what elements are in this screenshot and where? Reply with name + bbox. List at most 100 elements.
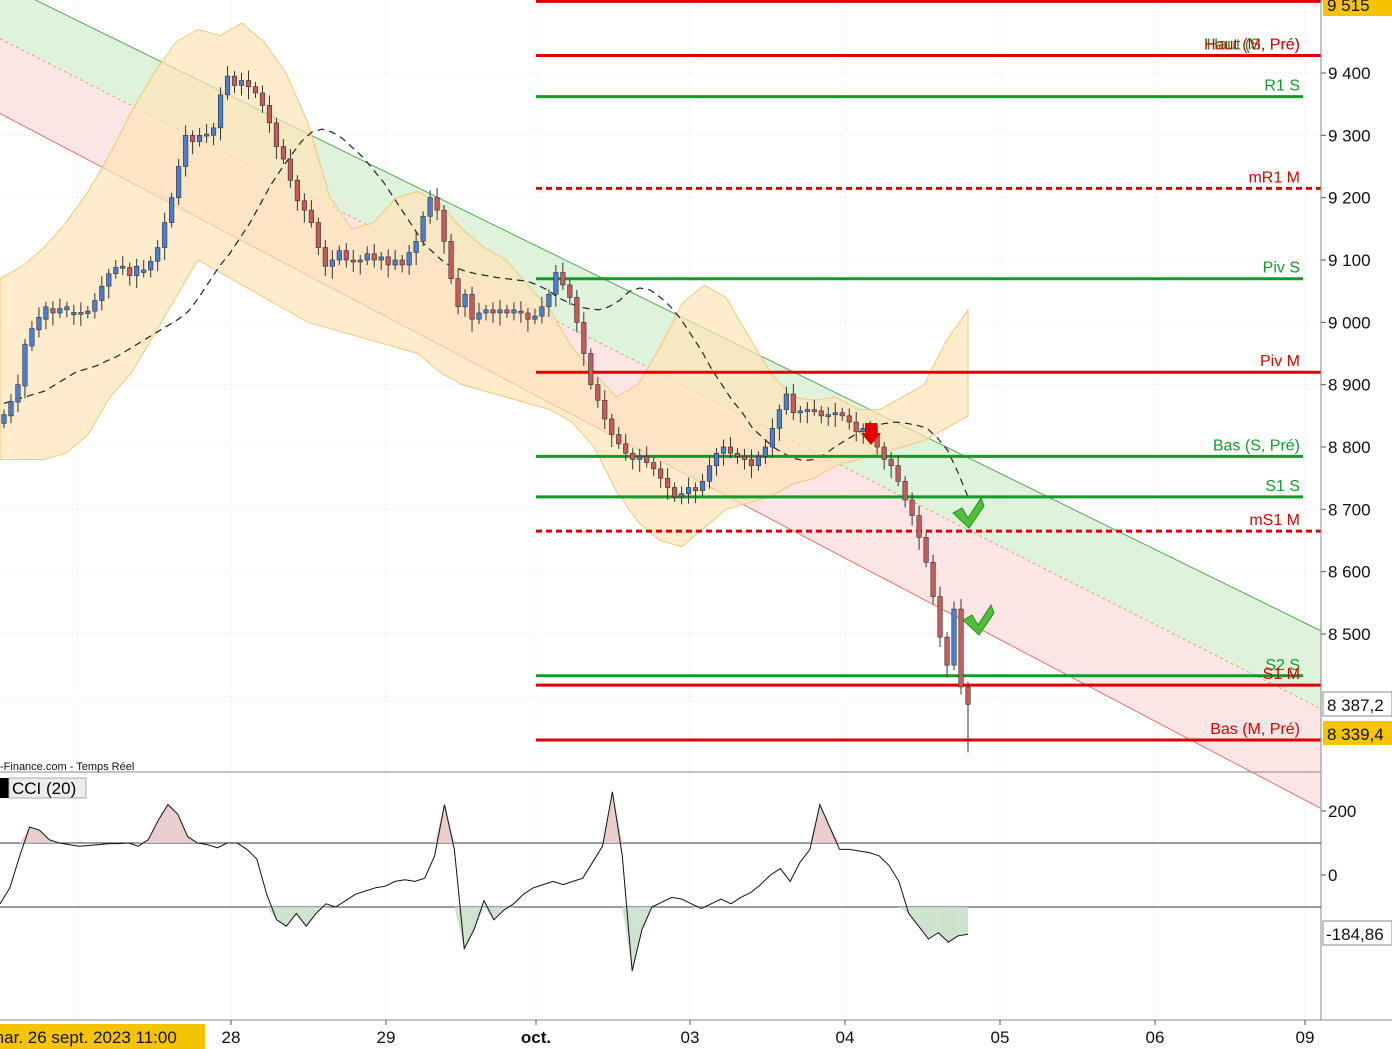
candle-body <box>385 256 391 266</box>
candle-body <box>371 253 377 261</box>
cursor-date-label: mar. 26 sept. 2023 11:00 <box>0 1024 205 1049</box>
svg-text:8 339,4: 8 339,4 <box>1327 725 1384 744</box>
x-tick-label: 03 <box>681 1028 700 1047</box>
candle-body <box>930 562 936 597</box>
cci-tick-label: 0 <box>1328 866 1337 885</box>
candle-body <box>329 259 335 267</box>
candle-body <box>574 297 580 323</box>
candle-body <box>748 459 755 467</box>
candle-body <box>169 197 175 223</box>
level-label: S1 S <box>1265 478 1300 495</box>
cci-oversold-fill <box>493 907 504 920</box>
cci-oversold-fill <box>622 907 633 971</box>
cci-oversold-fill <box>474 907 484 930</box>
candle-body <box>364 253 370 261</box>
cci-overbought-fill <box>39 830 50 843</box>
candle-body <box>706 465 713 482</box>
candle-body <box>511 309 517 314</box>
candle-body <box>483 309 489 314</box>
candle-body <box>630 452 636 460</box>
y-tick-label: 9 200 <box>1328 189 1371 208</box>
candle-body <box>567 284 573 298</box>
candle-body <box>679 493 685 498</box>
candle-body <box>252 86 259 94</box>
moving-average-line <box>3 128 969 498</box>
cci-overbought-fill <box>819 804 830 843</box>
price-axis <box>0 0 1392 1021</box>
candle-body <box>665 477 671 488</box>
candle-body <box>895 465 901 482</box>
cci-overbought-fill <box>167 804 178 843</box>
candle-body <box>755 456 762 467</box>
price-tag-low: 8 339,4 <box>1323 721 1392 745</box>
candle-body <box>204 133 210 137</box>
candle-body <box>469 293 475 320</box>
candle-body <box>525 312 531 320</box>
candle-body <box>951 608 957 666</box>
candle-body <box>797 410 803 414</box>
candle-body <box>273 122 280 147</box>
candle-body <box>148 260 154 271</box>
source-label: -Finance.com - Temps Réel <box>0 761 134 773</box>
candle-body <box>518 310 524 314</box>
candle-body <box>434 197 440 211</box>
candle-body <box>769 427 775 448</box>
candle-body <box>455 278 461 308</box>
candle-body <box>651 462 657 470</box>
candle-body <box>825 414 831 417</box>
candle-body <box>916 515 922 538</box>
candle-body <box>406 252 412 266</box>
candle-body <box>322 247 328 267</box>
y-tick-label: 8 600 <box>1328 563 1371 582</box>
candle-body <box>616 434 622 445</box>
candle-body <box>71 312 77 316</box>
candle-body <box>686 487 692 495</box>
level-label: R1 S <box>1264 78 1300 95</box>
candle-body <box>658 468 664 479</box>
candle-body <box>357 259 363 263</box>
cci-line <box>0 791 969 972</box>
candle-body <box>692 487 699 491</box>
y-tick-label: 8 800 <box>1328 438 1371 457</box>
candle-body <box>127 267 133 276</box>
candle-body <box>162 222 168 248</box>
candle-body <box>804 409 810 412</box>
cci-oversold-fill <box>918 907 929 939</box>
candle-body <box>909 499 915 516</box>
cci-overbought-fill <box>434 804 445 843</box>
candle-body <box>106 273 112 287</box>
x-tick-label: 09 <box>1296 1028 1315 1047</box>
svg-text:mar. 26 sept. 2023 11:00: mar. 26 sept. 2023 11:00 <box>0 1028 177 1047</box>
candle-body <box>197 135 203 142</box>
cci-overbought-fill <box>177 814 188 843</box>
candle-body <box>923 537 929 563</box>
candle-body <box>672 487 678 498</box>
candle-body <box>350 259 356 263</box>
candle-body <box>301 200 307 211</box>
candle-body <box>581 322 587 354</box>
cci-overbought-fill <box>444 804 455 843</box>
level-label: mS1 M <box>1249 512 1300 529</box>
candle-body <box>190 135 196 142</box>
candle-body <box>902 480 908 501</box>
candle-body <box>560 272 566 286</box>
candle-body <box>29 328 35 347</box>
y-tick-label: 8 700 <box>1328 500 1371 519</box>
candle-body <box>120 265 126 269</box>
date-axis: 28 29 oct. 03 04 05 06 09 <box>222 1020 1315 1047</box>
candle-body <box>85 310 91 314</box>
y-tick-label: 9 000 <box>1328 313 1371 332</box>
candle-body <box>141 269 147 273</box>
candle-body <box>546 293 552 308</box>
cci-oversold-fill <box>948 907 959 943</box>
candle-body <box>36 317 42 331</box>
level-label: S2 S <box>1265 657 1300 674</box>
candle-body <box>113 267 119 275</box>
candle-body <box>308 209 314 223</box>
candle-body <box>1 414 7 424</box>
candle-body <box>413 241 419 253</box>
candle-body <box>839 412 845 417</box>
cci-tick-label: 200 <box>1328 802 1356 821</box>
